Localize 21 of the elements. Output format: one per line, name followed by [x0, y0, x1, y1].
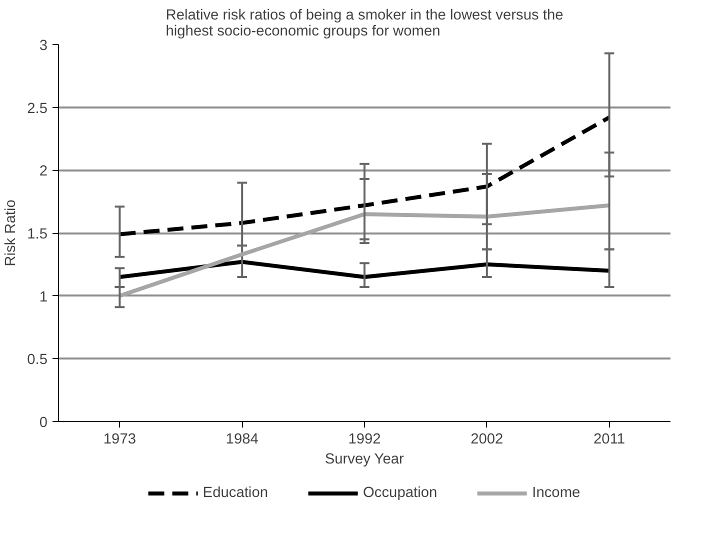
legend-label: Income	[532, 484, 580, 500]
y-tick-label: 0	[39, 415, 48, 431]
y-axis-title: Risk Ratio	[3, 200, 20, 266]
legend-label: Education	[202, 484, 268, 500]
y-tick-label: 2	[39, 164, 48, 180]
y-tick-label: 3	[39, 38, 48, 54]
x-axis-title: Survey Year	[324, 452, 404, 468]
x-tick-label: 1973	[103, 432, 136, 448]
line-series	[118, 115, 612, 236]
y-tick-label: 1	[39, 289, 48, 306]
y-tick-label: 0.5	[27, 352, 48, 368]
legend-label: Occupation	[362, 484, 438, 500]
x-tick-label: 1984	[226, 432, 258, 448]
x-tick-label: 1992	[348, 432, 381, 448]
x-tick-label: 2002	[470, 432, 504, 448]
line-series	[118, 203, 612, 298]
y-tick-label: 2.5	[27, 100, 48, 117]
y-tick-label: 1.5	[27, 226, 48, 242]
x-tick-label: 2011	[594, 432, 626, 448]
chart-title: Relative risk ratios of being a smoker in the lowest versus the highest socio-economic groups for women	[166, 8, 564, 40]
line-series	[118, 260, 612, 279]
